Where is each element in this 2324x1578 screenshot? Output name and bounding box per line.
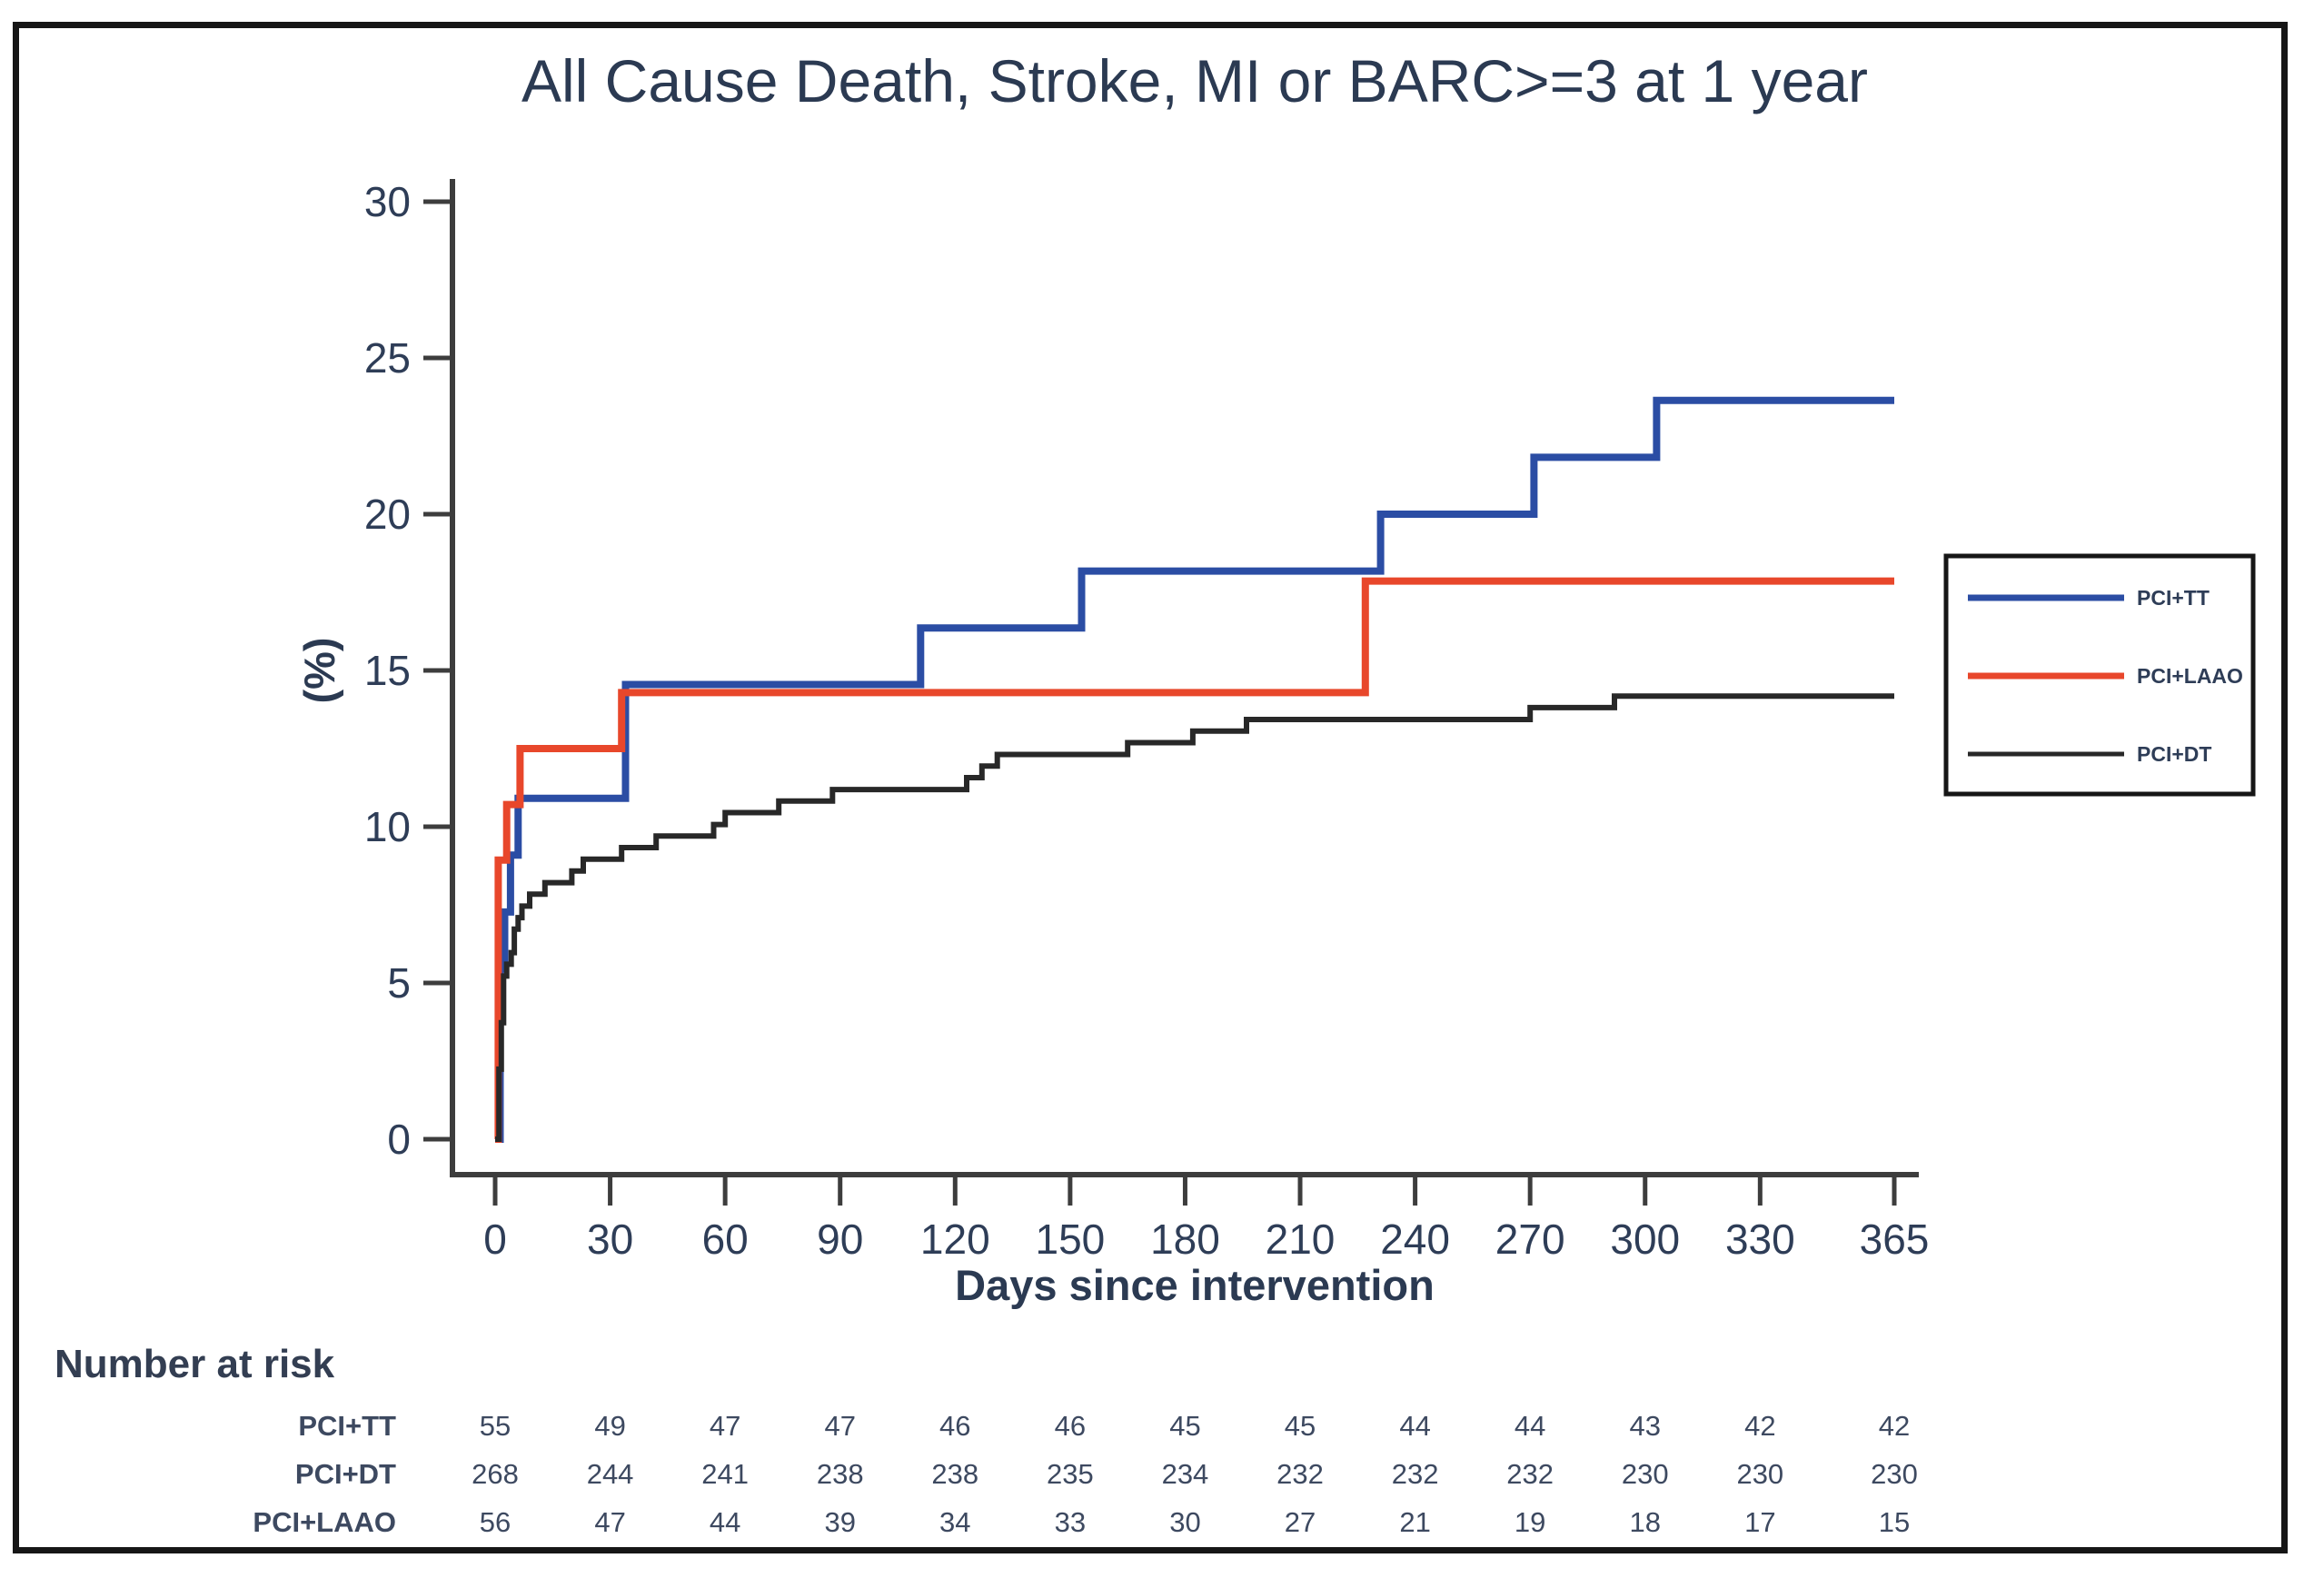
risk-value: 46: [939, 1410, 970, 1442]
risk-value: 17: [1744, 1506, 1775, 1538]
y-tick-label: 30: [364, 178, 411, 225]
axes: [450, 179, 1919, 1177]
y-tick-label: 25: [364, 334, 411, 382]
y-tick-label: 10: [364, 803, 411, 850]
risk-value: 47: [824, 1410, 855, 1442]
risk-value: 234: [1162, 1458, 1209, 1490]
x-tick-label: 365: [1860, 1216, 1930, 1263]
risk-value: 30: [1169, 1506, 1200, 1538]
risk-value: 42: [1879, 1410, 1910, 1442]
risk-value: 44: [1515, 1410, 1545, 1442]
x-tick-label: 90: [817, 1216, 863, 1263]
survival-curves: [494, 396, 1894, 1143]
risk-value: 232: [1276, 1458, 1324, 1490]
risk-value: 47: [710, 1410, 740, 1442]
risk-value: 42: [1744, 1410, 1775, 1442]
risk-value: 44: [710, 1506, 740, 1538]
risk-table-header: Number at risk: [55, 1342, 335, 1386]
x-tick-label: 0: [483, 1216, 507, 1263]
risk-value: 230: [1871, 1458, 1918, 1490]
risk-value: 45: [1285, 1410, 1316, 1442]
y-axis-label: (%): [295, 637, 343, 703]
legend-entry-label: PCI+DT: [2137, 742, 2211, 766]
x-axis-label: Days since intervention: [955, 1261, 1435, 1309]
risk-value: 45: [1169, 1410, 1200, 1442]
risk-row-label: PCI+DT: [295, 1458, 396, 1490]
chart-title: All Cause Death, Stroke, MI or BARC>=3 a…: [521, 47, 1868, 114]
x-tick-label: 150: [1036, 1216, 1106, 1263]
number-at-risk-table: Number at risk PCI+TT 55 49 47 47 46 46 45 45 44 4…: [55, 1342, 1918, 1538]
risk-value: 33: [1055, 1506, 1086, 1538]
risk-value: 244: [587, 1458, 634, 1490]
risk-value: 49: [594, 1410, 625, 1442]
x-tick-label: 60: [702, 1216, 749, 1263]
risk-value: 39: [824, 1506, 855, 1538]
risk-value: 47: [594, 1506, 625, 1538]
legend-box: PCI+TT PCI+LAAO PCI+DT: [1943, 553, 2256, 797]
y-tick-label: 15: [364, 647, 411, 694]
x-tick-label: 120: [920, 1216, 990, 1263]
risk-value: 232: [1392, 1458, 1439, 1490]
curve-pci-dt: [495, 693, 1894, 1142]
risk-value: 15: [1879, 1506, 1910, 1538]
risk-value: 230: [1622, 1458, 1669, 1490]
risk-value: 241: [701, 1458, 749, 1490]
risk-value: 43: [1630, 1410, 1661, 1442]
x-tick-label: 270: [1495, 1216, 1565, 1263]
x-tick-label: 300: [1610, 1216, 1680, 1263]
y-tick-label: 5: [387, 959, 411, 1007]
risk-value: 18: [1630, 1506, 1661, 1538]
risk-value: 268: [472, 1458, 519, 1490]
risk-value: 56: [480, 1506, 511, 1538]
figure-border-frame: [13, 22, 2288, 1553]
legend-entry-label: PCI+TT: [2137, 586, 2210, 610]
curve-pci-laao: [494, 577, 1894, 1143]
y-axis-ticks: 0 5 10 15 20 25 30: [364, 178, 452, 1163]
risk-value: 55: [480, 1410, 511, 1442]
risk-value: 232: [1506, 1458, 1554, 1490]
risk-value: 27: [1285, 1506, 1316, 1538]
y-tick-label: 20: [364, 491, 411, 538]
x-tick-label: 210: [1266, 1216, 1336, 1263]
x-tick-label: 30: [587, 1216, 633, 1263]
risk-value: 21: [1399, 1506, 1430, 1538]
risk-value: 44: [1399, 1410, 1430, 1442]
risk-value: 238: [817, 1458, 864, 1490]
x-axis-ticks: 0 30 60 90 120 150 180 210 240 270 300 330 365: [483, 1175, 1929, 1263]
x-tick-label: 180: [1150, 1216, 1220, 1263]
risk-row-label: PCI+TT: [298, 1410, 396, 1442]
risk-row-label: PCI+LAAO: [253, 1506, 396, 1538]
x-tick-label: 330: [1725, 1216, 1795, 1263]
risk-value: 230: [1736, 1458, 1783, 1490]
risk-value: 46: [1055, 1410, 1086, 1442]
risk-value: 34: [939, 1506, 970, 1538]
x-tick-label: 240: [1380, 1216, 1450, 1263]
legend-entry-label: PCI+LAAO: [2137, 664, 2243, 688]
risk-value: 235: [1047, 1458, 1094, 1490]
curve-pci-tt: [495, 396, 1894, 1143]
y-tick-label: 0: [387, 1116, 411, 1163]
risk-value: 238: [931, 1458, 978, 1490]
risk-value: 19: [1515, 1506, 1545, 1538]
